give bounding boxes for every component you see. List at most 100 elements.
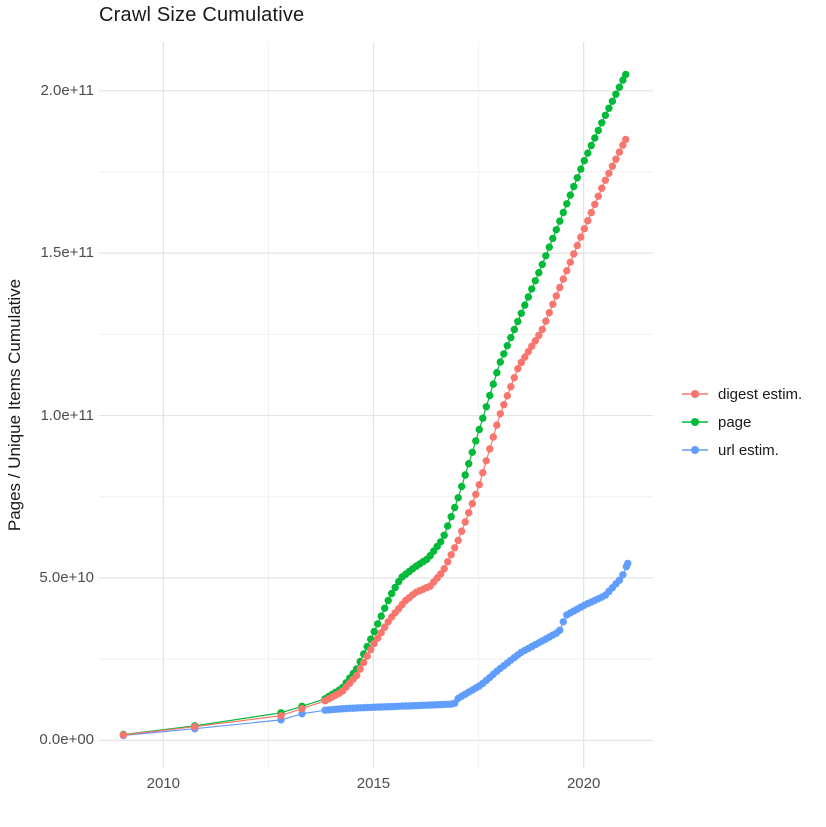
data-point-digest-estim	[608, 162, 617, 170]
data-point-digest-estim	[514, 365, 522, 373]
data-point-digest-estim	[468, 499, 476, 508]
data-point-page	[458, 482, 466, 491]
data-point-url-estim	[615, 576, 624, 584]
data-point-digest-estim	[612, 155, 620, 163]
data-point-digest-estim	[353, 671, 361, 680]
y-tick-label: 1.5e+11	[40, 244, 94, 262]
data-point-digest-estim	[486, 445, 494, 453]
data-point-page	[391, 583, 399, 592]
legend-item-page: page	[681, 408, 802, 436]
data-point-page	[563, 200, 571, 208]
data-point-digest-estim	[528, 342, 536, 350]
data-point-page	[542, 252, 550, 260]
data-point-digest-estim	[598, 184, 606, 192]
data-point-page	[388, 589, 396, 598]
series-url-estim	[119, 559, 632, 740]
data-point-page	[598, 119, 606, 127]
data-point-page	[559, 208, 567, 217]
chart-title: Crawl Size Cumulative	[99, 4, 305, 26]
data-point-url-estim	[624, 559, 632, 568]
data-point-digest-estim	[454, 536, 462, 545]
series-digest-estim	[119, 135, 630, 739]
data-point-digest-estim	[510, 374, 518, 382]
data-point-digest-estim	[577, 233, 585, 241]
data-point-page	[552, 226, 560, 234]
data-point-url-estim	[556, 626, 564, 634]
legend-label: url estim.	[718, 441, 779, 459]
data-point-digest-estim	[615, 148, 624, 156]
data-point-digest-estim	[535, 331, 543, 340]
data-point-page	[549, 234, 557, 243]
data-point-digest-estim	[370, 639, 378, 648]
data-point-digest-estim	[573, 241, 581, 250]
data-point-page	[510, 325, 518, 334]
legend-key-point	[691, 418, 699, 426]
data-point-page	[556, 217, 564, 225]
data-point-digest-estim	[440, 565, 448, 573]
data-point-digest-estim	[475, 481, 483, 489]
data-point-page	[370, 627, 378, 636]
data-point-digest-estim	[482, 457, 490, 465]
data-point-page	[538, 260, 546, 269]
data-point-page	[500, 350, 508, 358]
data-point-digest-estim	[496, 410, 504, 418]
legend: digest estim. page url estim.	[681, 380, 802, 464]
data-point-digest-estim	[363, 652, 371, 660]
data-point-page	[573, 174, 581, 182]
legend-label: digest estim.	[718, 385, 803, 403]
data-point-digest-estim	[447, 551, 455, 559]
data-point-digest-estim	[563, 267, 571, 275]
data-point-page	[493, 369, 501, 377]
data-point-page	[507, 333, 515, 342]
data-point-digest-estim	[444, 558, 452, 566]
data-point-page	[622, 70, 630, 79]
legend-key-icon	[682, 446, 708, 454]
data-point-digest-estim	[556, 283, 564, 292]
data-point-digest-estim	[437, 570, 445, 578]
data-point-digest-estim	[367, 646, 375, 654]
data-point-page	[535, 269, 543, 277]
data-point-page	[570, 182, 578, 191]
data-point-digest-estim	[601, 176, 610, 184]
data-point-page	[482, 403, 490, 411]
x-tick-label: 2020	[566, 775, 601, 792]
data-point-digest-estim	[521, 353, 529, 361]
data-point-url-estim	[619, 571, 627, 579]
legend-label: page	[718, 413, 752, 431]
data-point-digest-estim	[587, 208, 595, 217]
data-point-page	[437, 538, 445, 546]
data-point-page	[447, 513, 455, 521]
data-point-page	[580, 157, 588, 165]
data-point-page	[577, 165, 585, 173]
data-point-page	[601, 111, 610, 120]
x-tick-label: 2015	[356, 775, 391, 792]
data-point-digest-estim	[360, 658, 368, 667]
data-point-digest-estim	[191, 723, 199, 731]
data-point-digest-estim	[542, 317, 550, 325]
data-point-url-estim	[559, 618, 567, 626]
y-tick-label: 1.0e+11	[40, 406, 94, 424]
data-point-page	[587, 141, 595, 150]
data-point-digest-estim	[461, 518, 469, 526]
data-point-digest-estim	[594, 192, 602, 200]
data-point-digest-estim	[559, 275, 567, 283]
data-point-digest-estim	[472, 490, 480, 499]
data-point-page	[381, 604, 389, 612]
data-point-digest-estim	[584, 217, 592, 225]
data-point-page	[479, 414, 487, 422]
y-tick-label: 5.0e+10	[39, 568, 94, 586]
x-tick-label: 2010	[146, 775, 180, 792]
data-point-page	[531, 277, 539, 285]
data-point-digest-estim	[356, 665, 364, 673]
data-point-digest-estim	[374, 634, 382, 642]
legend-item-url-estim: url estim.	[681, 436, 802, 464]
data-point-page	[454, 494, 462, 502]
data-point-page	[374, 620, 382, 628]
data-point-page	[377, 612, 385, 620]
data-point-page	[566, 191, 574, 199]
data-point-page	[612, 90, 620, 98]
data-point-digest-estim	[458, 527, 466, 535]
data-point-digest-estim	[277, 712, 285, 720]
